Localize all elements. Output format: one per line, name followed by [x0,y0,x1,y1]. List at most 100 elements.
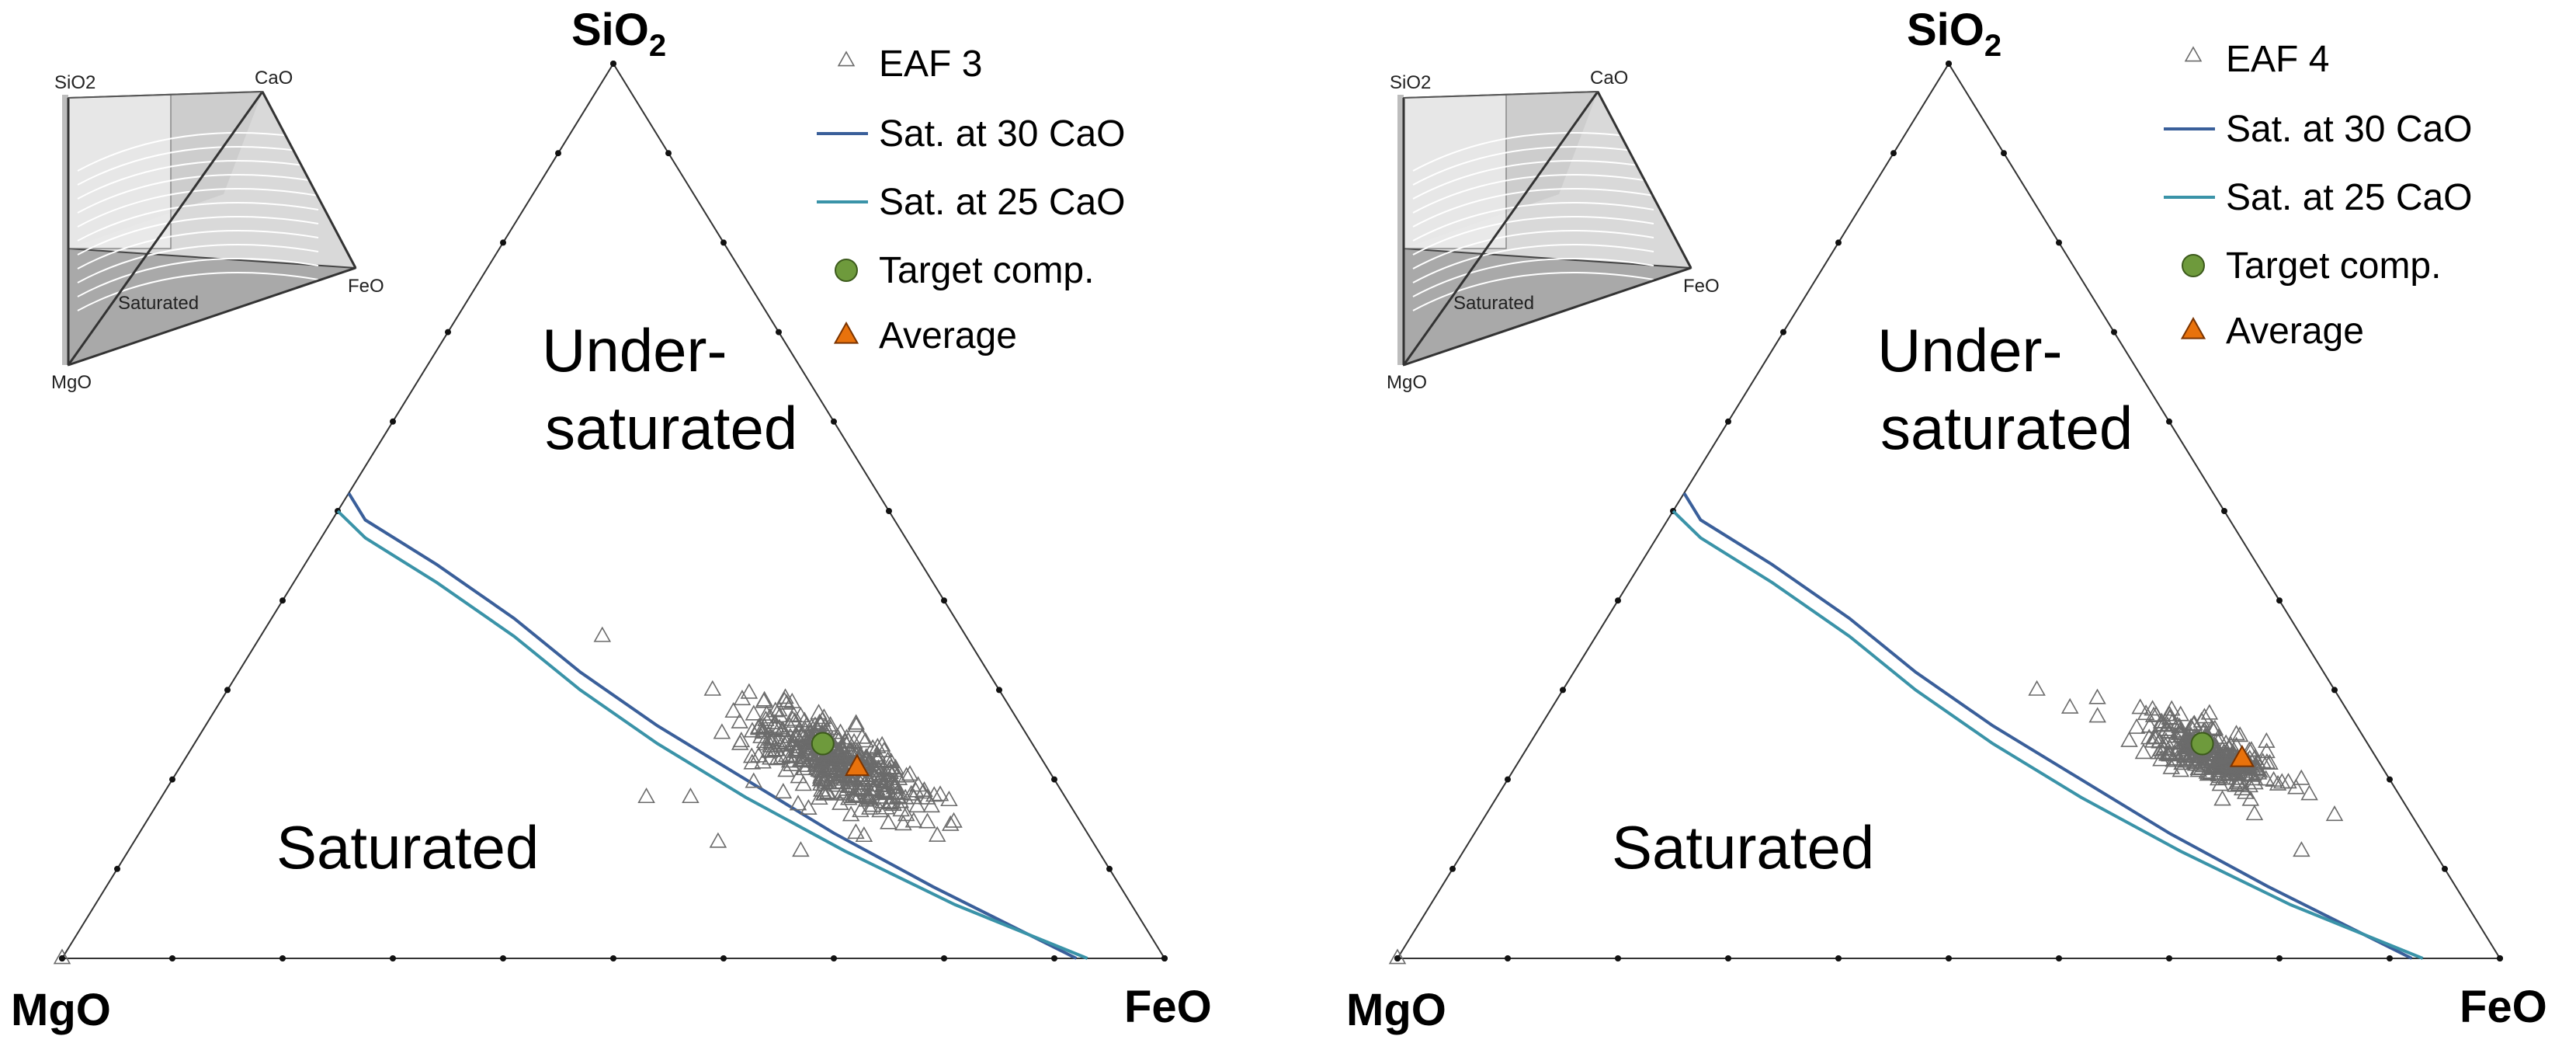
data-point [831,794,849,810]
legend-label-sat25: Sat. at 25 CaO [2226,177,2473,218]
data-point [724,702,742,718]
data-point [792,707,810,723]
data-point [847,786,865,802]
axis-title-sio2-subscript: 2 [1984,29,2001,63]
region-label-saturated-upper: saturated [545,394,797,462]
data-point [847,714,865,730]
data-point [1388,948,1407,965]
data-point [2120,731,2138,747]
data-point [2201,749,2219,766]
tick-mark [610,61,616,67]
tick-mark [1106,865,1113,872]
inset-label-mgo: MgO [1387,372,1427,393]
data-point [855,826,873,843]
data-point [786,747,804,763]
data-point [856,774,874,791]
data-point [637,788,655,804]
data-point [2245,770,2264,786]
data-point [2140,728,2158,745]
tick-mark [1725,955,1731,961]
tick-mark [886,508,892,514]
data-point [2137,704,2155,721]
data-point [813,756,831,773]
data-point [879,813,897,829]
data-point [786,712,804,728]
data-point [783,692,801,708]
data-point [2134,743,2153,760]
tick-mark [279,597,286,604]
data-point [2215,742,2233,759]
inset-label-saturated: Saturated [1453,293,1534,314]
data-point [945,812,963,828]
inset-contour [77,146,319,186]
inset-contour [1412,230,1654,269]
data-point [2171,718,2189,734]
inset-contour [77,160,319,200]
inset-contour [1412,202,1654,242]
data-point [2131,698,2149,715]
tick-mark [169,776,175,783]
data-point [740,683,759,699]
saturation-line-30cao [1682,492,2413,960]
data-point [908,797,926,813]
data-point [2245,805,2264,821]
data-point [901,765,919,781]
data-point [755,690,773,707]
data-point [743,722,762,738]
legend-label-points: EAF 4 [2226,39,2329,80]
tick-mark [1449,865,1456,872]
data-point [853,728,871,744]
data-point [787,725,805,742]
data-point [811,789,828,805]
data-point [754,753,772,769]
data-point [852,801,870,818]
inset-edge [1402,91,1599,366]
data-point [774,783,793,799]
data-point [799,756,817,772]
data-point [2177,733,2196,749]
tick-mark [831,418,837,425]
data-point [2184,720,2202,736]
data-point [2211,775,2230,791]
data-point [835,770,854,786]
inset-saturated-plane [1403,247,1692,367]
inset-contour [77,174,319,214]
data-point [762,733,780,749]
tick-mark [59,955,65,961]
region-label-under: Under- [542,316,727,384]
target-composition-marker [2190,732,2214,756]
inset-contour [77,230,319,269]
target-composition-marker [811,732,835,756]
legend-label-target: Target comp. [2226,245,2441,287]
axis-title-feo: FeO [1124,982,1212,1032]
data-point [732,732,751,748]
inset-contour [1412,174,1654,214]
tick-mark [1505,776,1511,783]
tick-mark [1615,597,1621,604]
tick-mark [1835,955,1842,961]
data-point [813,711,831,727]
data-point [918,788,936,805]
inset-face [1397,95,1404,365]
data-point [896,788,915,805]
data-point [757,710,775,726]
saturation-line-30cao [347,492,1078,960]
data-point [894,815,912,831]
tick-mark [2056,955,2062,961]
legend-points-icon [2184,46,2203,62]
inset-saturated-plane [68,247,356,367]
data-point [766,701,784,718]
data-point [2258,742,2276,759]
tick-mark [720,239,727,246]
data-point [922,797,940,813]
inset-contour [1412,272,1654,311]
data-point [866,761,884,777]
tick-mark [1615,955,1621,961]
data-point [870,771,888,788]
data-point [758,704,776,721]
data-point [772,722,791,738]
data-point [682,788,700,804]
data-point [2185,715,2203,731]
data-point [703,680,722,696]
